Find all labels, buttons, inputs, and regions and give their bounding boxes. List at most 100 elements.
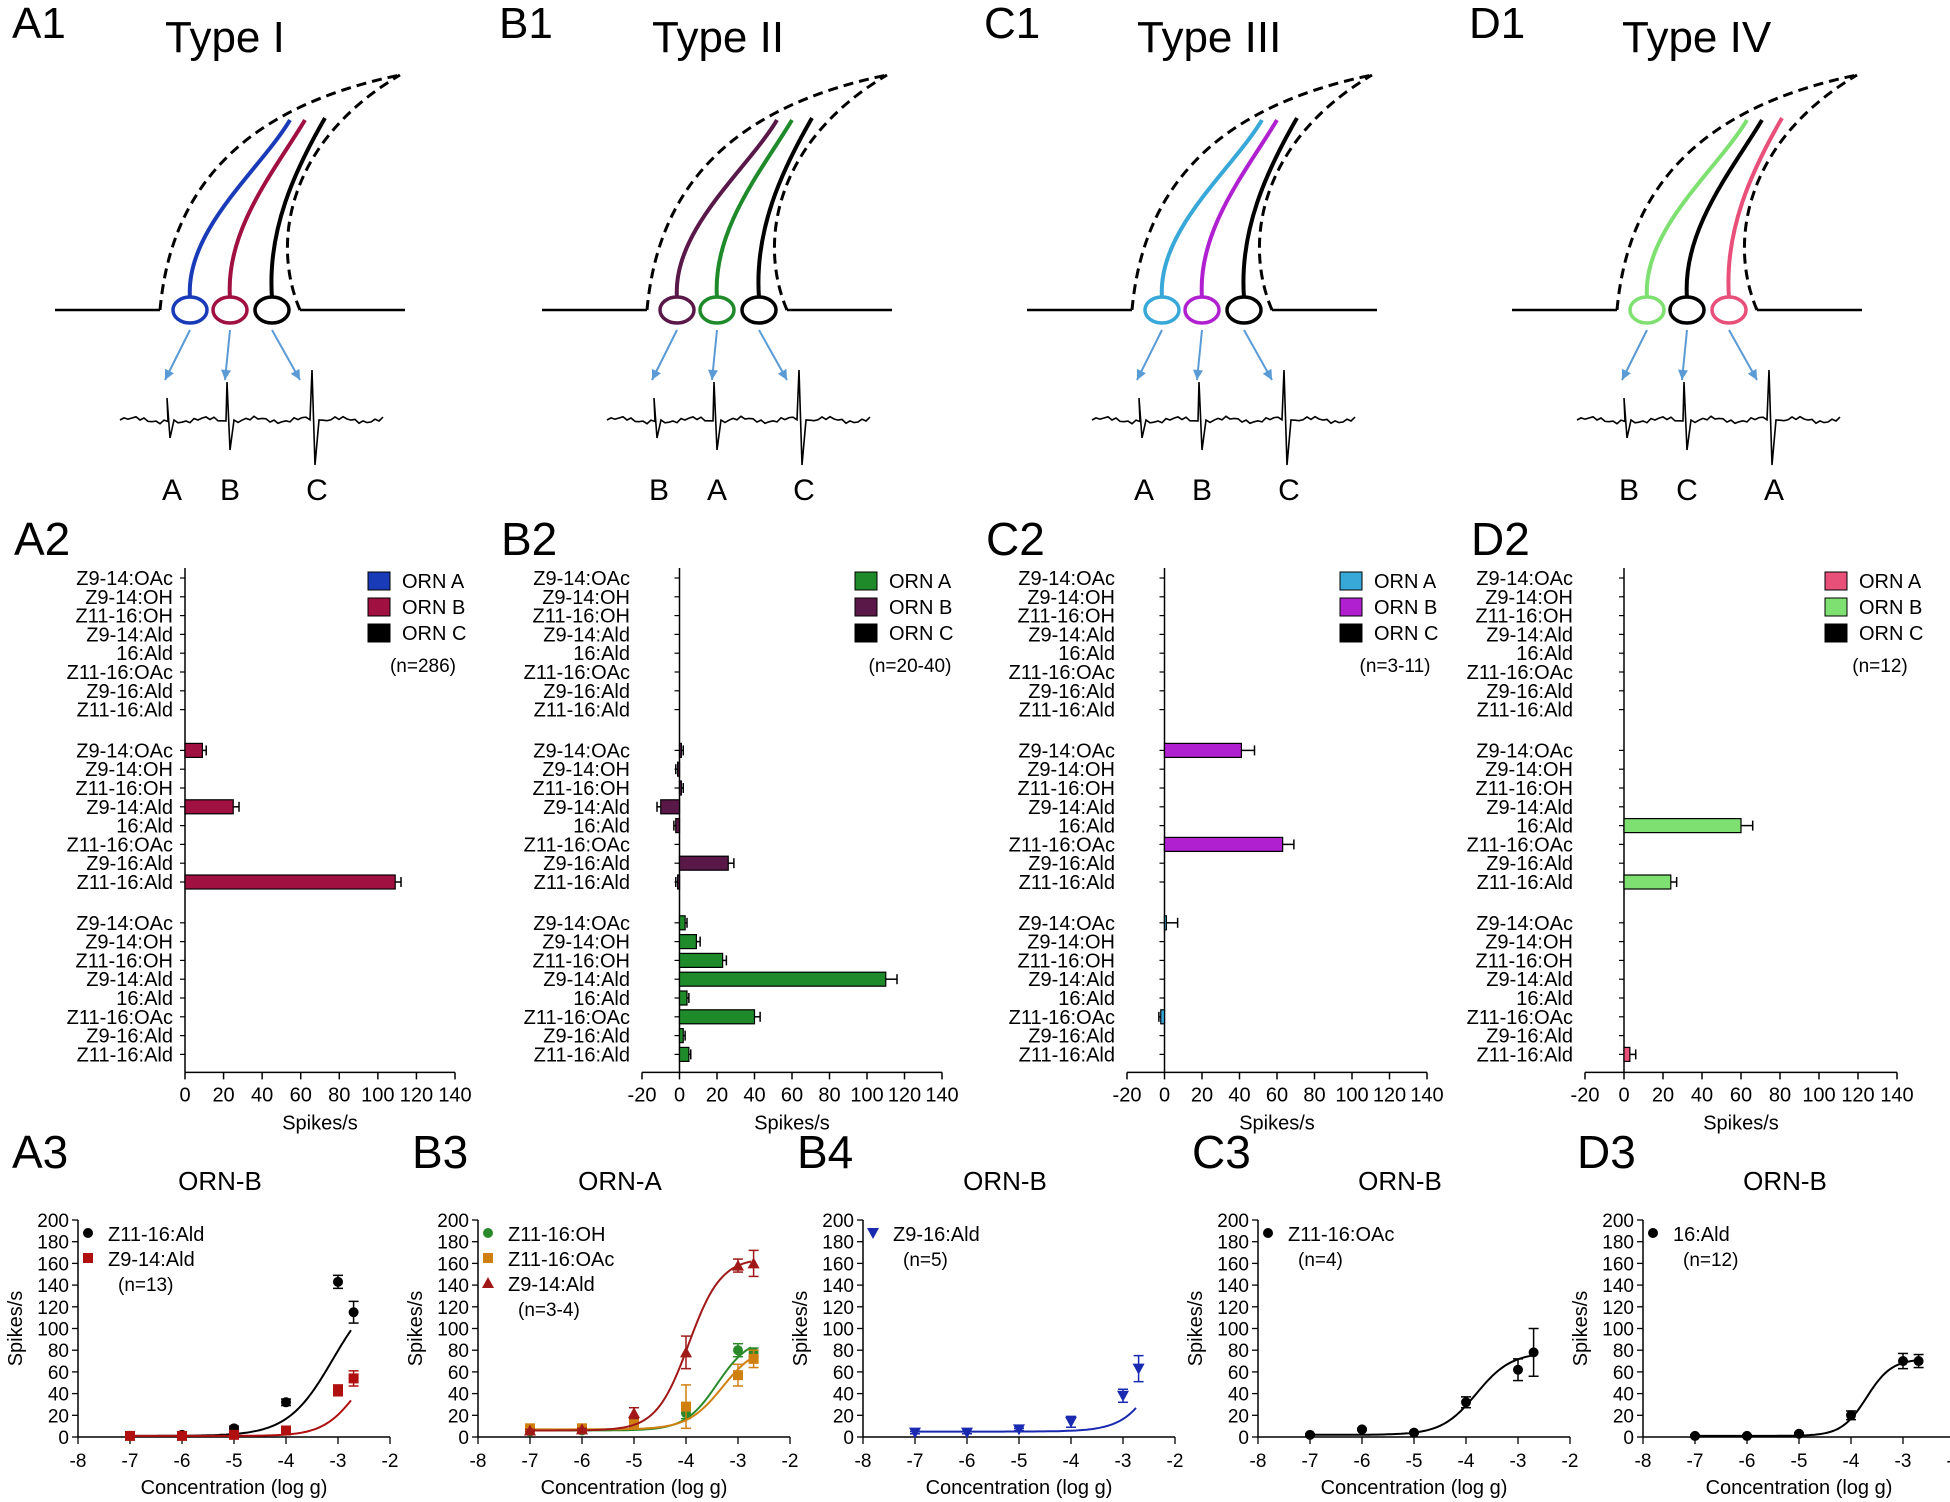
fit-curve xyxy=(1310,1354,1532,1436)
panel-label: D2 xyxy=(1471,513,1530,565)
data-point xyxy=(733,1345,743,1356)
x-tick-label: -8 xyxy=(855,1451,872,1472)
compound-label: Z11-16:Ald xyxy=(1477,700,1573,722)
neuron-dendrite xyxy=(1159,118,1264,299)
sample-size-label: (n=12) xyxy=(1852,656,1907,677)
x-tick-label: 0 xyxy=(179,1084,190,1106)
compound-label: Z11-16:Ald xyxy=(1019,1044,1115,1066)
x-tick-label: 60 xyxy=(781,1084,803,1106)
spike-label-C: C xyxy=(1676,474,1698,507)
compound-label: Z11-16:OH xyxy=(76,950,173,972)
y-tick-label: 0 xyxy=(1623,1428,1634,1449)
x-tick-label: -5 xyxy=(1406,1451,1423,1472)
compound-label: Z9-16:Ald xyxy=(1486,853,1573,875)
bar-orn-a xyxy=(678,971,887,987)
x-tick-label: -3 xyxy=(730,1451,747,1472)
x-tick-label: -6 xyxy=(959,1451,976,1472)
bar-orn-b xyxy=(1623,874,1672,890)
panel-label: C2 xyxy=(986,513,1045,565)
sample-size-label: (n=3-11) xyxy=(1360,656,1431,677)
compound-label: 16:Ald xyxy=(1058,988,1115,1010)
data-point xyxy=(281,1425,291,1436)
legend-label: Z11-16:OH xyxy=(508,1224,605,1246)
compound-label: Z9-14:OH xyxy=(85,759,173,781)
panel-label: A1 xyxy=(12,0,66,48)
arrow-head xyxy=(1622,368,1631,380)
data-point xyxy=(628,1407,640,1419)
compound-label: Z9-14:OH xyxy=(542,759,630,781)
x-tick-label: 20 xyxy=(1652,1084,1674,1106)
spike-trace xyxy=(1091,369,1356,466)
compound-label: Z11-16:Ald xyxy=(1019,872,1115,894)
bar-orn-a xyxy=(1160,1009,1166,1025)
legend-swatch xyxy=(1824,623,1848,643)
arrow-head xyxy=(290,368,300,380)
bar-orn-b xyxy=(660,799,681,815)
neuron-dendrite xyxy=(1726,117,1784,299)
chart-title: ORN-B xyxy=(1743,1166,1827,1196)
legend-swatch xyxy=(1339,571,1363,591)
fit-curve xyxy=(530,1357,752,1431)
compound-label: 16:Ald xyxy=(1516,988,1573,1010)
data-point xyxy=(229,1429,239,1440)
x-tick-label: -3 xyxy=(1115,1451,1132,1472)
spike-trace xyxy=(606,369,871,466)
neuron-soma xyxy=(1710,295,1748,325)
scheme-title: Type IV xyxy=(1622,13,1772,62)
y-tick-label: 140 xyxy=(37,1276,69,1297)
data-point xyxy=(482,1277,494,1288)
panel-label: A3 xyxy=(12,1126,68,1178)
scheme-B1: B1 Type II B A C xyxy=(499,0,892,507)
legend-label: ORN C xyxy=(1859,623,1923,645)
x-tick-label: -2 xyxy=(782,1451,799,1472)
y-tick-label: 0 xyxy=(458,1428,469,1449)
y-tick-label: 200 xyxy=(822,1211,854,1232)
legend-label: ORN B xyxy=(1859,597,1922,619)
legend-label: ORN A xyxy=(889,571,952,593)
compound-label: Z9-14:OH xyxy=(85,932,173,954)
y-tick-label: 40 xyxy=(1613,1385,1634,1406)
data-point xyxy=(1461,1397,1471,1408)
neuron-soma xyxy=(1225,295,1263,325)
data-point xyxy=(1528,1347,1539,1358)
bar-chart-B2: B2 -20 0 20 40 60 80 100 120 140 Spikes/s Z9-14:OAc… xyxy=(501,513,959,1134)
data-point xyxy=(1065,1416,1077,1428)
data-point xyxy=(1648,1228,1658,1238)
compound-label: 16:Ald xyxy=(116,643,173,665)
arrow-head xyxy=(777,368,787,380)
neuron-soma xyxy=(1183,295,1221,325)
scheme-title: Type I xyxy=(165,13,285,62)
x-tick-label: -6 xyxy=(574,1451,591,1472)
x-tick-label: 140 xyxy=(438,1084,471,1106)
arrow-head xyxy=(708,369,718,380)
compound-label: Z9-14:OAc xyxy=(76,568,173,590)
x-tick-label: 120 xyxy=(888,1084,921,1106)
y-tick-label: 20 xyxy=(48,1406,69,1427)
y-axis-label: Spikes/s xyxy=(1185,1291,1207,1367)
x-tick-label: -20 xyxy=(628,1084,657,1106)
neuron-soma xyxy=(211,295,249,325)
x-tick-label: -20 xyxy=(1571,1084,1600,1106)
spike-label-B: B xyxy=(220,474,240,507)
chart-title: ORN-A xyxy=(578,1166,662,1196)
fit-curve xyxy=(130,1399,352,1437)
x-axis-label: Spikes/s xyxy=(754,1112,830,1134)
data-point xyxy=(1117,1390,1129,1402)
y-axis-label: Spikes/s xyxy=(405,1291,427,1367)
y-tick-label: 60 xyxy=(48,1363,69,1384)
data-point xyxy=(747,1257,760,1269)
compound-label: Z9-14:Ald xyxy=(1486,624,1573,646)
compound-label: Z9-14:OH xyxy=(1027,759,1115,781)
bar-orn-b xyxy=(1623,817,1742,834)
compound-label: Z11-16:OAc xyxy=(1467,1007,1573,1029)
compound-label: Z9-14:OAc xyxy=(76,913,173,935)
y-tick-label: 160 xyxy=(37,1254,69,1275)
y-tick-label: 40 xyxy=(448,1385,469,1406)
compound-label: Z9-14:OH xyxy=(1027,932,1115,954)
y-tick-label: 180 xyxy=(822,1233,854,1254)
y-tick-label: 80 xyxy=(448,1341,469,1362)
x-axis-label: Concentration (log g) xyxy=(1321,1477,1508,1499)
sample-size-label: (n=12) xyxy=(1683,1250,1738,1271)
